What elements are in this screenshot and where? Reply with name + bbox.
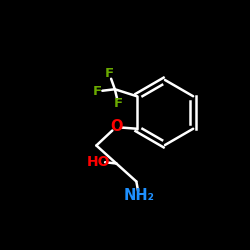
Text: NH₂: NH₂: [123, 188, 154, 204]
Text: F: F: [113, 97, 122, 110]
Text: F: F: [92, 85, 102, 98]
Text: F: F: [105, 67, 114, 80]
Text: O: O: [110, 119, 122, 134]
Text: HO: HO: [87, 156, 110, 170]
